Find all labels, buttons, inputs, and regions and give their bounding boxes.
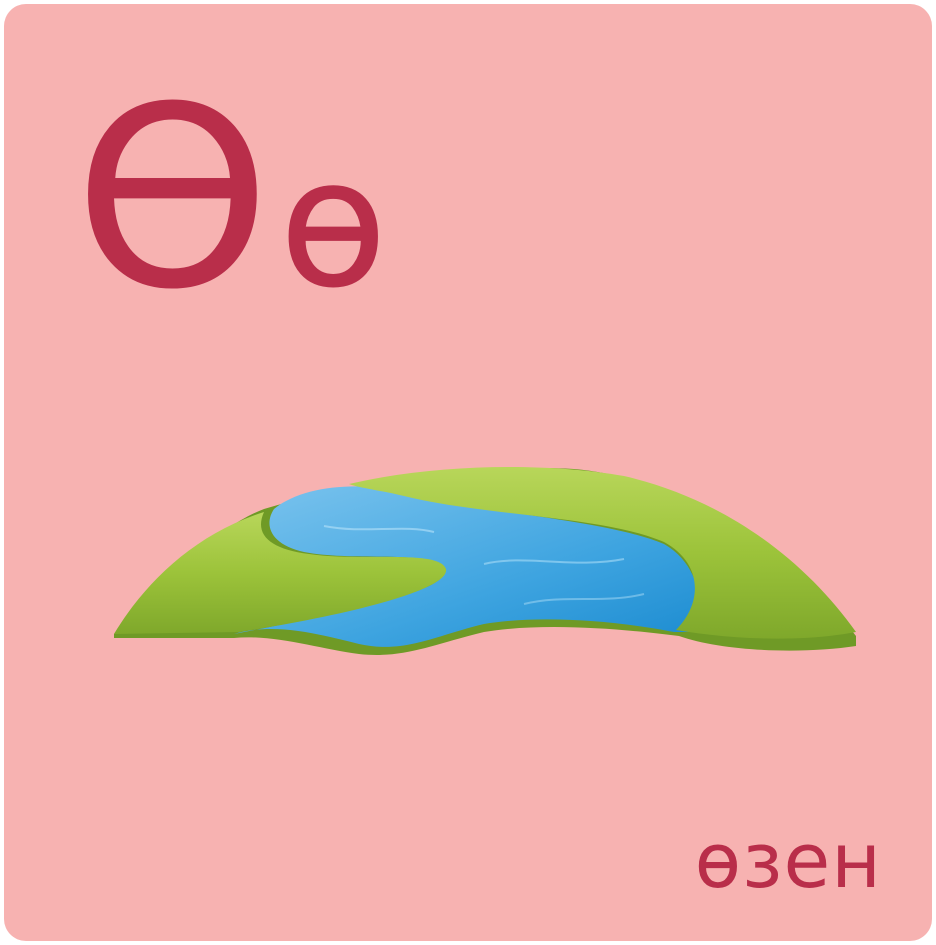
river-illustration: [114, 466, 856, 655]
left-bank: [114, 512, 447, 634]
uppercase-letter: Ө: [74, 53, 271, 344]
river-water: [234, 486, 701, 647]
alphabet-card: Өө өзен: [4, 4, 932, 941]
word-label: өзен: [694, 816, 882, 905]
lowercase-letter: ө: [278, 120, 388, 327]
water-ripple: [483, 558, 625, 565]
letter-pair: Өө: [74, 74, 388, 324]
water-ripple: [323, 525, 435, 533]
water-ripple: [523, 593, 645, 605]
right-bank: [349, 466, 856, 639]
